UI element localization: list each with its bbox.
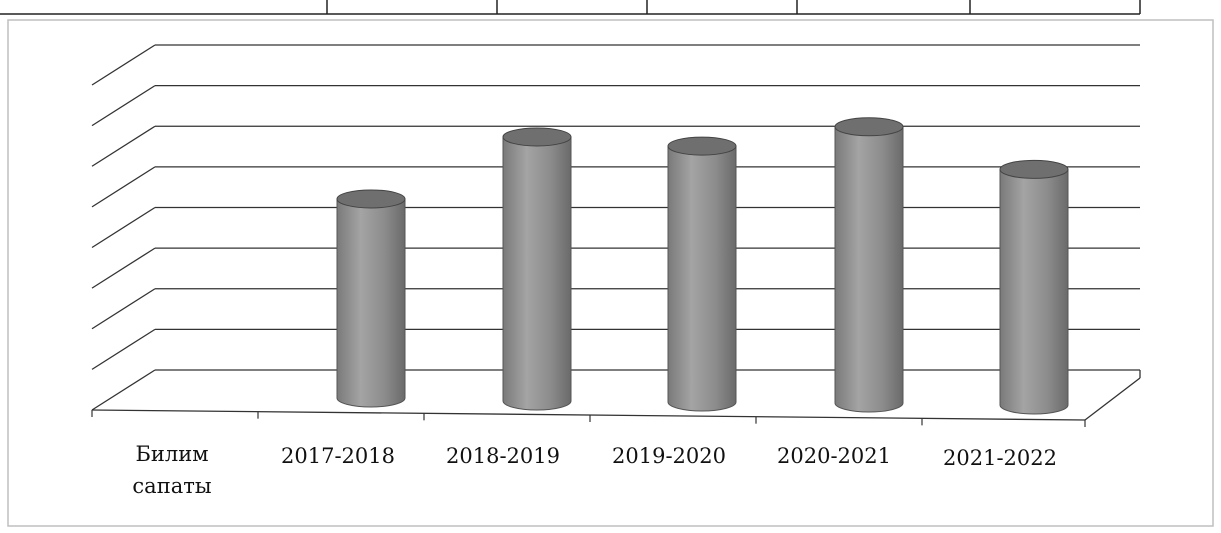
bar-top <box>667 136 737 156</box>
bar-top <box>336 189 406 209</box>
gridline-side <box>91 85 156 127</box>
bar-body <box>502 136 572 411</box>
bar-2018-2019 <box>502 127 572 411</box>
bar-top <box>999 159 1069 179</box>
gridline-side <box>91 369 156 411</box>
category-label-2021-2022: 2021-2022 <box>943 446 1057 470</box>
bar-top <box>834 117 904 137</box>
gridline-side <box>91 125 156 167</box>
category-label-2019-2020: 2019-2020 <box>612 444 726 468</box>
gridline-side <box>91 166 156 208</box>
gridlines <box>91 44 1140 411</box>
floor-front-edge <box>91 409 1086 421</box>
bar-2021-2022 <box>999 159 1069 415</box>
bar-body <box>336 198 406 408</box>
chart-frame <box>7 19 1214 527</box>
row-label-line-2: сапаты <box>132 474 211 498</box>
table-fragment <box>0 0 1141 15</box>
bar-top <box>502 127 572 147</box>
floor-right-edge <box>1084 377 1141 421</box>
category-label-2020-2021: 2020-2021 <box>777 444 891 468</box>
row-label-line-1: Билим <box>135 442 208 466</box>
bar-body <box>834 126 904 413</box>
category-labels: Билим сапаты 2017-2018 2018-2019 2019-20… <box>132 442 1057 498</box>
bar-body <box>667 145 737 412</box>
category-label-2018-2019: 2018-2019 <box>446 444 560 468</box>
category-label-2017-2018: 2017-2018 <box>281 444 395 468</box>
gridline-side <box>91 44 156 86</box>
gridline-side <box>91 206 156 249</box>
gridline-side <box>91 328 156 370</box>
chart-floor <box>91 370 1141 427</box>
gridline-side <box>91 247 156 289</box>
bar-2020-2021 <box>834 117 904 413</box>
bars <box>336 117 1069 415</box>
bar-body <box>999 168 1069 415</box>
bar-2019-2020 <box>667 136 737 412</box>
bar-2017-2018 <box>336 189 406 408</box>
gridline-side <box>91 288 156 330</box>
